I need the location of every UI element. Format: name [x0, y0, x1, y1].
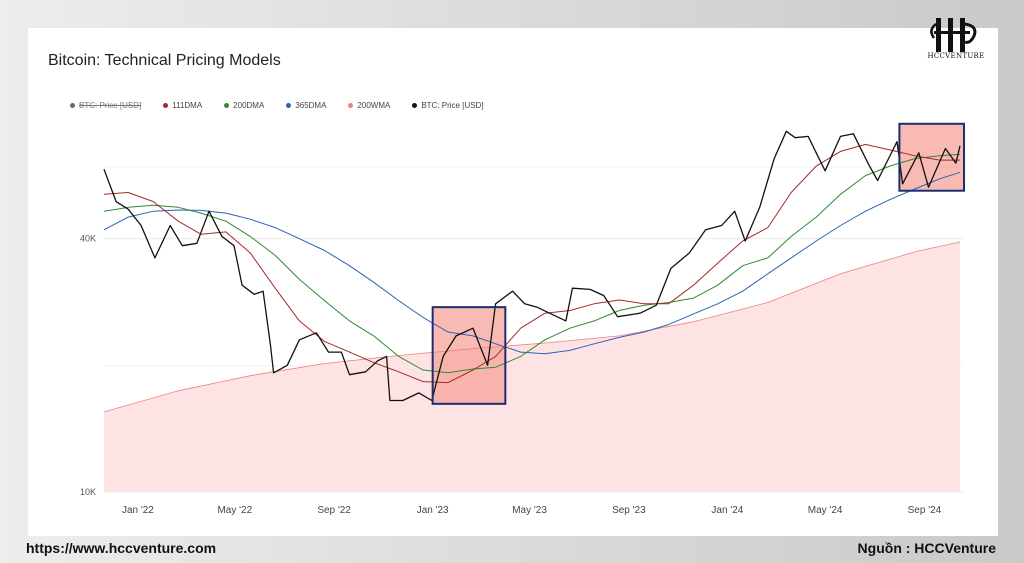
logo-brand-text: HCCVENTURE [927, 52, 985, 60]
btc-price-line [103, 130, 961, 402]
x-tick-label: May '23 [512, 505, 547, 516]
legend-dot-icon [412, 103, 418, 108]
legend-label: 200WMA [357, 101, 391, 110]
y-tick-label: 40K [80, 234, 96, 244]
x-tick-label: Sep '22 [317, 505, 351, 516]
x-tick-label: Sep '24 [908, 505, 942, 516]
series-line-365dma [103, 171, 961, 355]
legend-dot-icon [286, 103, 292, 108]
chart-legend: BTC: Price [USD] 111DMA 200DMA 365DMA 200WMA… [70, 101, 484, 110]
x-tick-label: Sep '23 [612, 505, 646, 516]
highlight-zone-border [898, 122, 965, 192]
y-tick-label: 10K [80, 487, 96, 497]
website-link[interactable]: https://www.hccventure.com [26, 540, 217, 556]
legend-item[interactable]: BTC: Price [USD] [412, 101, 484, 110]
source-credit: Nguồn : HCCVenture [857, 540, 996, 556]
legend-dot-icon [70, 103, 75, 108]
highlight-zone-border [431, 306, 507, 405]
x-tick-label: May '22 [217, 505, 252, 516]
series-line-111dma [103, 143, 960, 384]
legend-label: BTC: Price [USD] [421, 101, 484, 110]
series-line-200dma [103, 153, 961, 374]
legend-item[interactable]: BTC: Price [USD] [70, 101, 141, 110]
legend-label: 200DMA [233, 101, 265, 110]
chart-title: Bitcoin: Technical Pricing Models [48, 52, 281, 69]
series-line-200wma [103, 241, 961, 413]
legend-item[interactable]: 200WMA [348, 101, 390, 110]
legend-item[interactable]: 200DMA [224, 101, 264, 110]
legend-label: 365DMA [295, 101, 327, 110]
legend-dot-icon [224, 103, 230, 108]
legend-item[interactable]: 365DMA [286, 101, 326, 110]
hccventure-logo-icon [930, 18, 977, 52]
x-tick-label: Jan '24 [711, 505, 743, 516]
legend-dot-icon [348, 103, 354, 108]
x-tick-label: Jan '23 [417, 505, 449, 516]
x-tick-label: May '24 [808, 505, 843, 516]
legend-label: 111DMA [172, 101, 203, 110]
legend-item[interactable]: 111DMA [163, 101, 202, 110]
legend-dot-icon [163, 103, 169, 108]
x-tick-label: Jan '22 [122, 505, 154, 516]
wma200-band [104, 241, 960, 492]
legend-label: BTC: Price [USD] [79, 101, 142, 110]
